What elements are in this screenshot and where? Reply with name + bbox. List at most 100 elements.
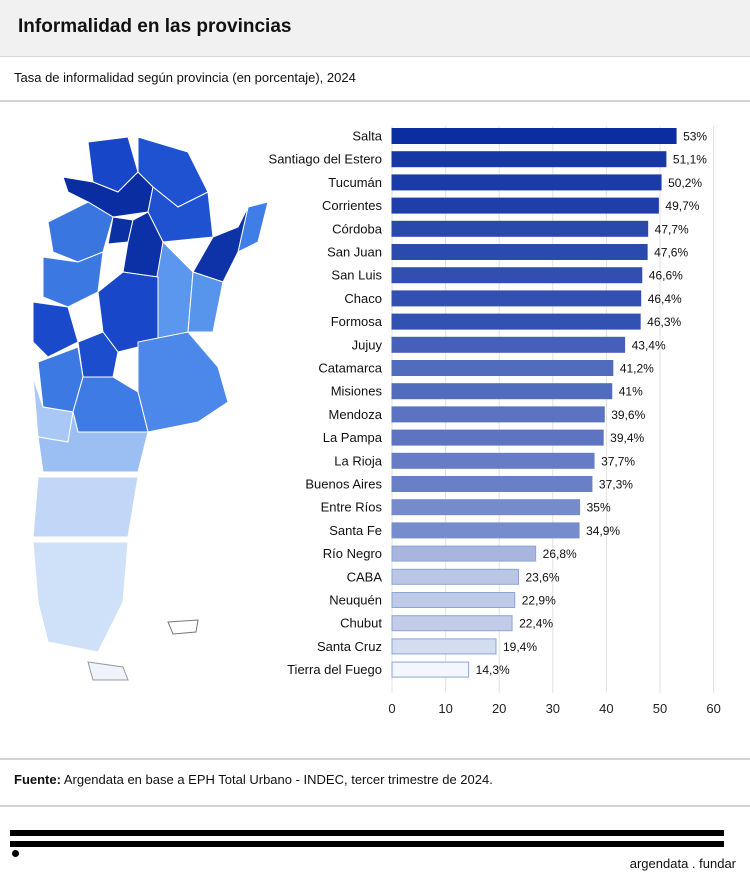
value-label: 46,3% (647, 315, 681, 329)
map-region-tierra-del-fuego (87, 661, 129, 681)
category-label: Santa Fe (329, 523, 382, 538)
category-label: Chaco (344, 291, 382, 306)
bar (391, 638, 497, 655)
category-label: La Pampa (323, 430, 383, 445)
category-label: Río Negro (323, 546, 382, 561)
value-label: 39,6% (611, 408, 645, 422)
category-label: Entre Ríos (321, 500, 383, 515)
divider-mid (0, 758, 750, 760)
value-label: 50,2% (668, 176, 702, 190)
category-label: Mendoza (329, 407, 383, 422)
value-label: 46,4% (648, 292, 682, 306)
brand-dot (12, 850, 19, 857)
source-text: Argendata en base a EPH Total Urbano - I… (60, 772, 493, 787)
value-label: 37,3% (599, 478, 633, 492)
bar (391, 476, 593, 492)
x-tick-label: 0 (388, 701, 395, 716)
divider-low (0, 805, 750, 807)
value-label: 41,2% (620, 362, 654, 376)
bar (391, 336, 626, 353)
category-label: Santa Cruz (317, 639, 382, 654)
source-note: Fuente: Argendata en base a EPH Total Ur… (14, 772, 493, 787)
bar (391, 290, 642, 307)
bar (391, 499, 581, 516)
bar (391, 220, 649, 237)
category-label: Corrientes (322, 198, 382, 213)
map-region-entre-rios (187, 271, 224, 333)
category-label: Catamarca (318, 361, 382, 376)
bar (391, 429, 604, 446)
value-label: 53% (683, 130, 707, 144)
x-tick-label: 30 (546, 701, 560, 716)
value-label: 41% (619, 385, 643, 399)
value-label: 43,4% (632, 338, 666, 352)
category-label: Salta (352, 129, 382, 144)
bar (391, 383, 613, 400)
bar (391, 313, 641, 330)
category-label: Chubut (340, 616, 382, 631)
x-tick-label: 40 (599, 701, 613, 716)
bar (391, 615, 513, 632)
category-label: La Rioja (334, 453, 382, 468)
bar (391, 661, 470, 678)
category-label: Córdoba (332, 221, 383, 236)
bar (391, 406, 605, 423)
value-label: 14,3% (476, 663, 510, 677)
value-label: 19,4% (503, 640, 537, 654)
brand-stripe-top (10, 830, 724, 836)
x-tick-label: 60 (706, 701, 720, 716)
map-region-malvinas (167, 619, 199, 635)
value-label: 47,7% (655, 222, 689, 236)
bar (391, 244, 648, 260)
value-label: 23,6% (525, 570, 559, 584)
category-label: San Luis (331, 268, 382, 283)
header-bar: Informalidad en las provincias (0, 0, 750, 57)
value-label: 26,8% (543, 547, 577, 561)
category-label: Tucumán (328, 175, 382, 190)
map-region-san-juan (32, 301, 79, 358)
category-label: San Juan (327, 245, 382, 260)
x-tick-label: 10 (438, 701, 452, 716)
bar (391, 197, 659, 214)
x-tick-label: 50 (653, 701, 667, 716)
category-label: Misiones (331, 384, 383, 399)
category-label: Tierra del Fuego (287, 662, 382, 677)
bar (391, 568, 519, 585)
value-label: 46,6% (649, 269, 683, 283)
bar (391, 151, 667, 168)
bar (391, 545, 537, 562)
map-region-santa-cruz (32, 541, 129, 653)
bar (391, 522, 580, 539)
x-tick-label: 20 (492, 701, 506, 716)
bar (391, 452, 595, 469)
value-label: 39,4% (610, 431, 644, 445)
value-label: 22,4% (519, 617, 553, 631)
brand-logo: argendata . fundar (629, 856, 736, 871)
category-label: Formosa (331, 314, 383, 329)
argentina-map (32, 136, 269, 681)
bar (391, 592, 516, 608)
bar (391, 174, 662, 191)
bar (391, 128, 677, 144)
chart-subtitle: Tasa de informalidad según provincia (en… (14, 70, 356, 85)
value-label: 51,1% (673, 153, 707, 167)
page-title: Informalidad en las provincias (18, 16, 292, 37)
brand-stripe-bottom (10, 841, 724, 847)
value-label: 49,7% (665, 199, 699, 213)
value-label: 47,6% (654, 246, 688, 260)
divider-top (0, 100, 750, 102)
category-label: Santiago del Estero (269, 152, 382, 167)
source-label: Fuente: (14, 772, 61, 787)
category-label: Buenos Aires (305, 477, 382, 492)
category-label: Neuquén (329, 593, 382, 608)
value-label: 22,9% (522, 594, 556, 608)
map-region-chubut (32, 476, 139, 538)
bars (391, 128, 677, 678)
value-label: 34,9% (586, 524, 620, 538)
x-axis-ticks: 0 10 20 30 40 50 60 (388, 701, 720, 716)
category-label: Jujuy (352, 337, 383, 352)
map-region-rio-negro (37, 411, 149, 473)
value-label: 35% (587, 501, 611, 515)
bar (391, 360, 614, 376)
value-label: 37,7% (601, 454, 635, 468)
